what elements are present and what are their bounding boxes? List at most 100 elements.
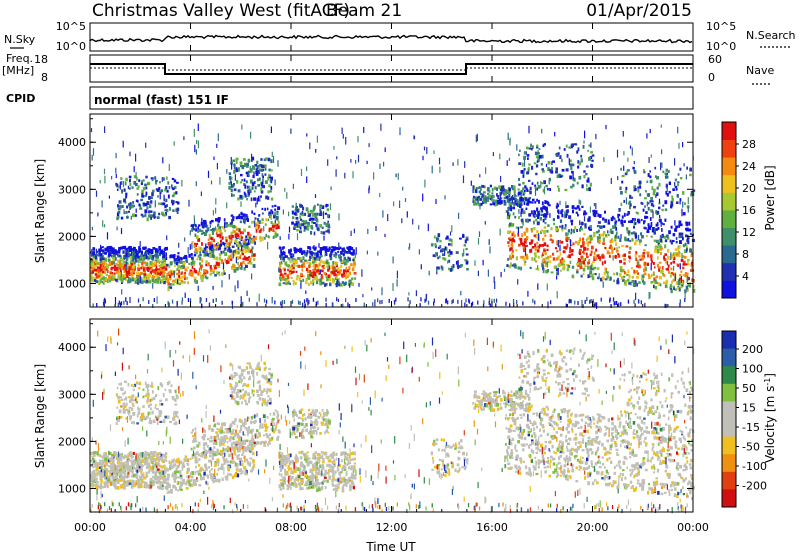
data-cell: [124, 464, 127, 467]
data-cell: [112, 259, 115, 262]
data-cell: [523, 262, 526, 266]
data-cell: [254, 220, 256, 228]
data-cell: [281, 300, 284, 305]
data-cell: [609, 239, 613, 244]
data-cell: [529, 190, 532, 195]
data-cell: [688, 221, 691, 226]
data-cell: [544, 251, 547, 256]
data-cell: [343, 247, 345, 254]
data-cell: [483, 197, 485, 200]
data-cell: [292, 270, 295, 273]
data-cell: [656, 246, 659, 249]
data-cell: [507, 241, 510, 244]
data-cell: [570, 228, 572, 232]
data-cell: [308, 259, 312, 262]
data-cell: [357, 135, 359, 143]
data-cell: [620, 234, 622, 239]
data-cell: [626, 227, 629, 231]
data-cell: [664, 208, 668, 212]
data-cell: [537, 213, 540, 217]
data-cell: [130, 215, 132, 220]
data-cell: [331, 250, 334, 253]
data-cell: [174, 278, 177, 282]
data-cell: [129, 255, 133, 260]
data-cell: [183, 136, 185, 140]
data-cell: [667, 264, 670, 268]
data-cell: [315, 301, 317, 306]
data-cell: [555, 170, 558, 174]
data-cell: [503, 196, 507, 200]
data-cell: [264, 180, 268, 184]
data-cell: [114, 485, 117, 489]
data-cell: [637, 259, 639, 265]
data-cell: [185, 255, 188, 260]
data-cell: [520, 194, 523, 198]
data-cell: [131, 186, 134, 189]
data-cell: [265, 218, 267, 222]
data-cell: [568, 158, 570, 165]
data-cell: [153, 271, 156, 276]
data-cell: [327, 223, 329, 226]
data-cell: [296, 264, 299, 267]
data-cell: [138, 475, 141, 478]
data-cell: [133, 181, 137, 185]
data-cell: [229, 257, 233, 261]
data-cell: [658, 206, 661, 210]
data-cell: [99, 254, 102, 257]
data-cell: [299, 223, 303, 226]
data-cell: [312, 206, 316, 210]
data-cell: [237, 215, 240, 219]
data-cell: [675, 281, 678, 285]
data-cell: [559, 240, 562, 244]
data-cell: [163, 453, 166, 458]
data-cell: [262, 164, 265, 167]
data-cell: [140, 476, 143, 479]
data-cell: [237, 167, 240, 170]
data-cell: [594, 273, 597, 276]
data-cell: [301, 210, 304, 215]
data-cell: [230, 214, 234, 217]
data-cell: [142, 453, 146, 457]
data-cell: [119, 475, 122, 479]
data-cell: [126, 216, 129, 219]
data-cell: [507, 207, 510, 211]
data-cell: [561, 158, 563, 162]
data-cell: [516, 199, 519, 202]
data-cell: [532, 213, 535, 217]
data-cell: [621, 174, 625, 178]
data-cell: [248, 225, 251, 228]
data-cell: [488, 300, 490, 305]
data-cell: [223, 248, 227, 251]
data-cell: [152, 275, 156, 279]
data-cell: [560, 269, 562, 272]
data-cell: [292, 264, 296, 267]
data-cell: [311, 255, 314, 259]
data-cell: [518, 209, 520, 214]
data-cell: [195, 149, 197, 155]
data-cell: [436, 268, 438, 273]
data-cell: [300, 264, 304, 268]
data-cell: [236, 454, 239, 459]
data-cell: [541, 262, 543, 267]
data-cell: [518, 191, 521, 196]
data-cell: [512, 231, 515, 235]
data-cell: [497, 195, 500, 199]
data-cell: [164, 481, 167, 484]
data-cell: [154, 250, 158, 254]
data-cell: [576, 270, 579, 274]
data-cell: [251, 165, 255, 169]
data-cell: [257, 169, 260, 173]
data-cell: [623, 165, 625, 171]
data-cell: [228, 274, 230, 280]
data-cell: [163, 271, 166, 274]
data-cell: [572, 209, 574, 214]
data-cell: [571, 205, 575, 209]
data-cell: [692, 288, 696, 293]
data-cell: [630, 196, 634, 199]
data-cell: [399, 127, 401, 136]
data-cell: [315, 277, 318, 281]
data-cell: [226, 224, 230, 227]
data-cell: [527, 290, 529, 297]
data-cell: [225, 476, 229, 481]
data-cell: [285, 274, 288, 278]
